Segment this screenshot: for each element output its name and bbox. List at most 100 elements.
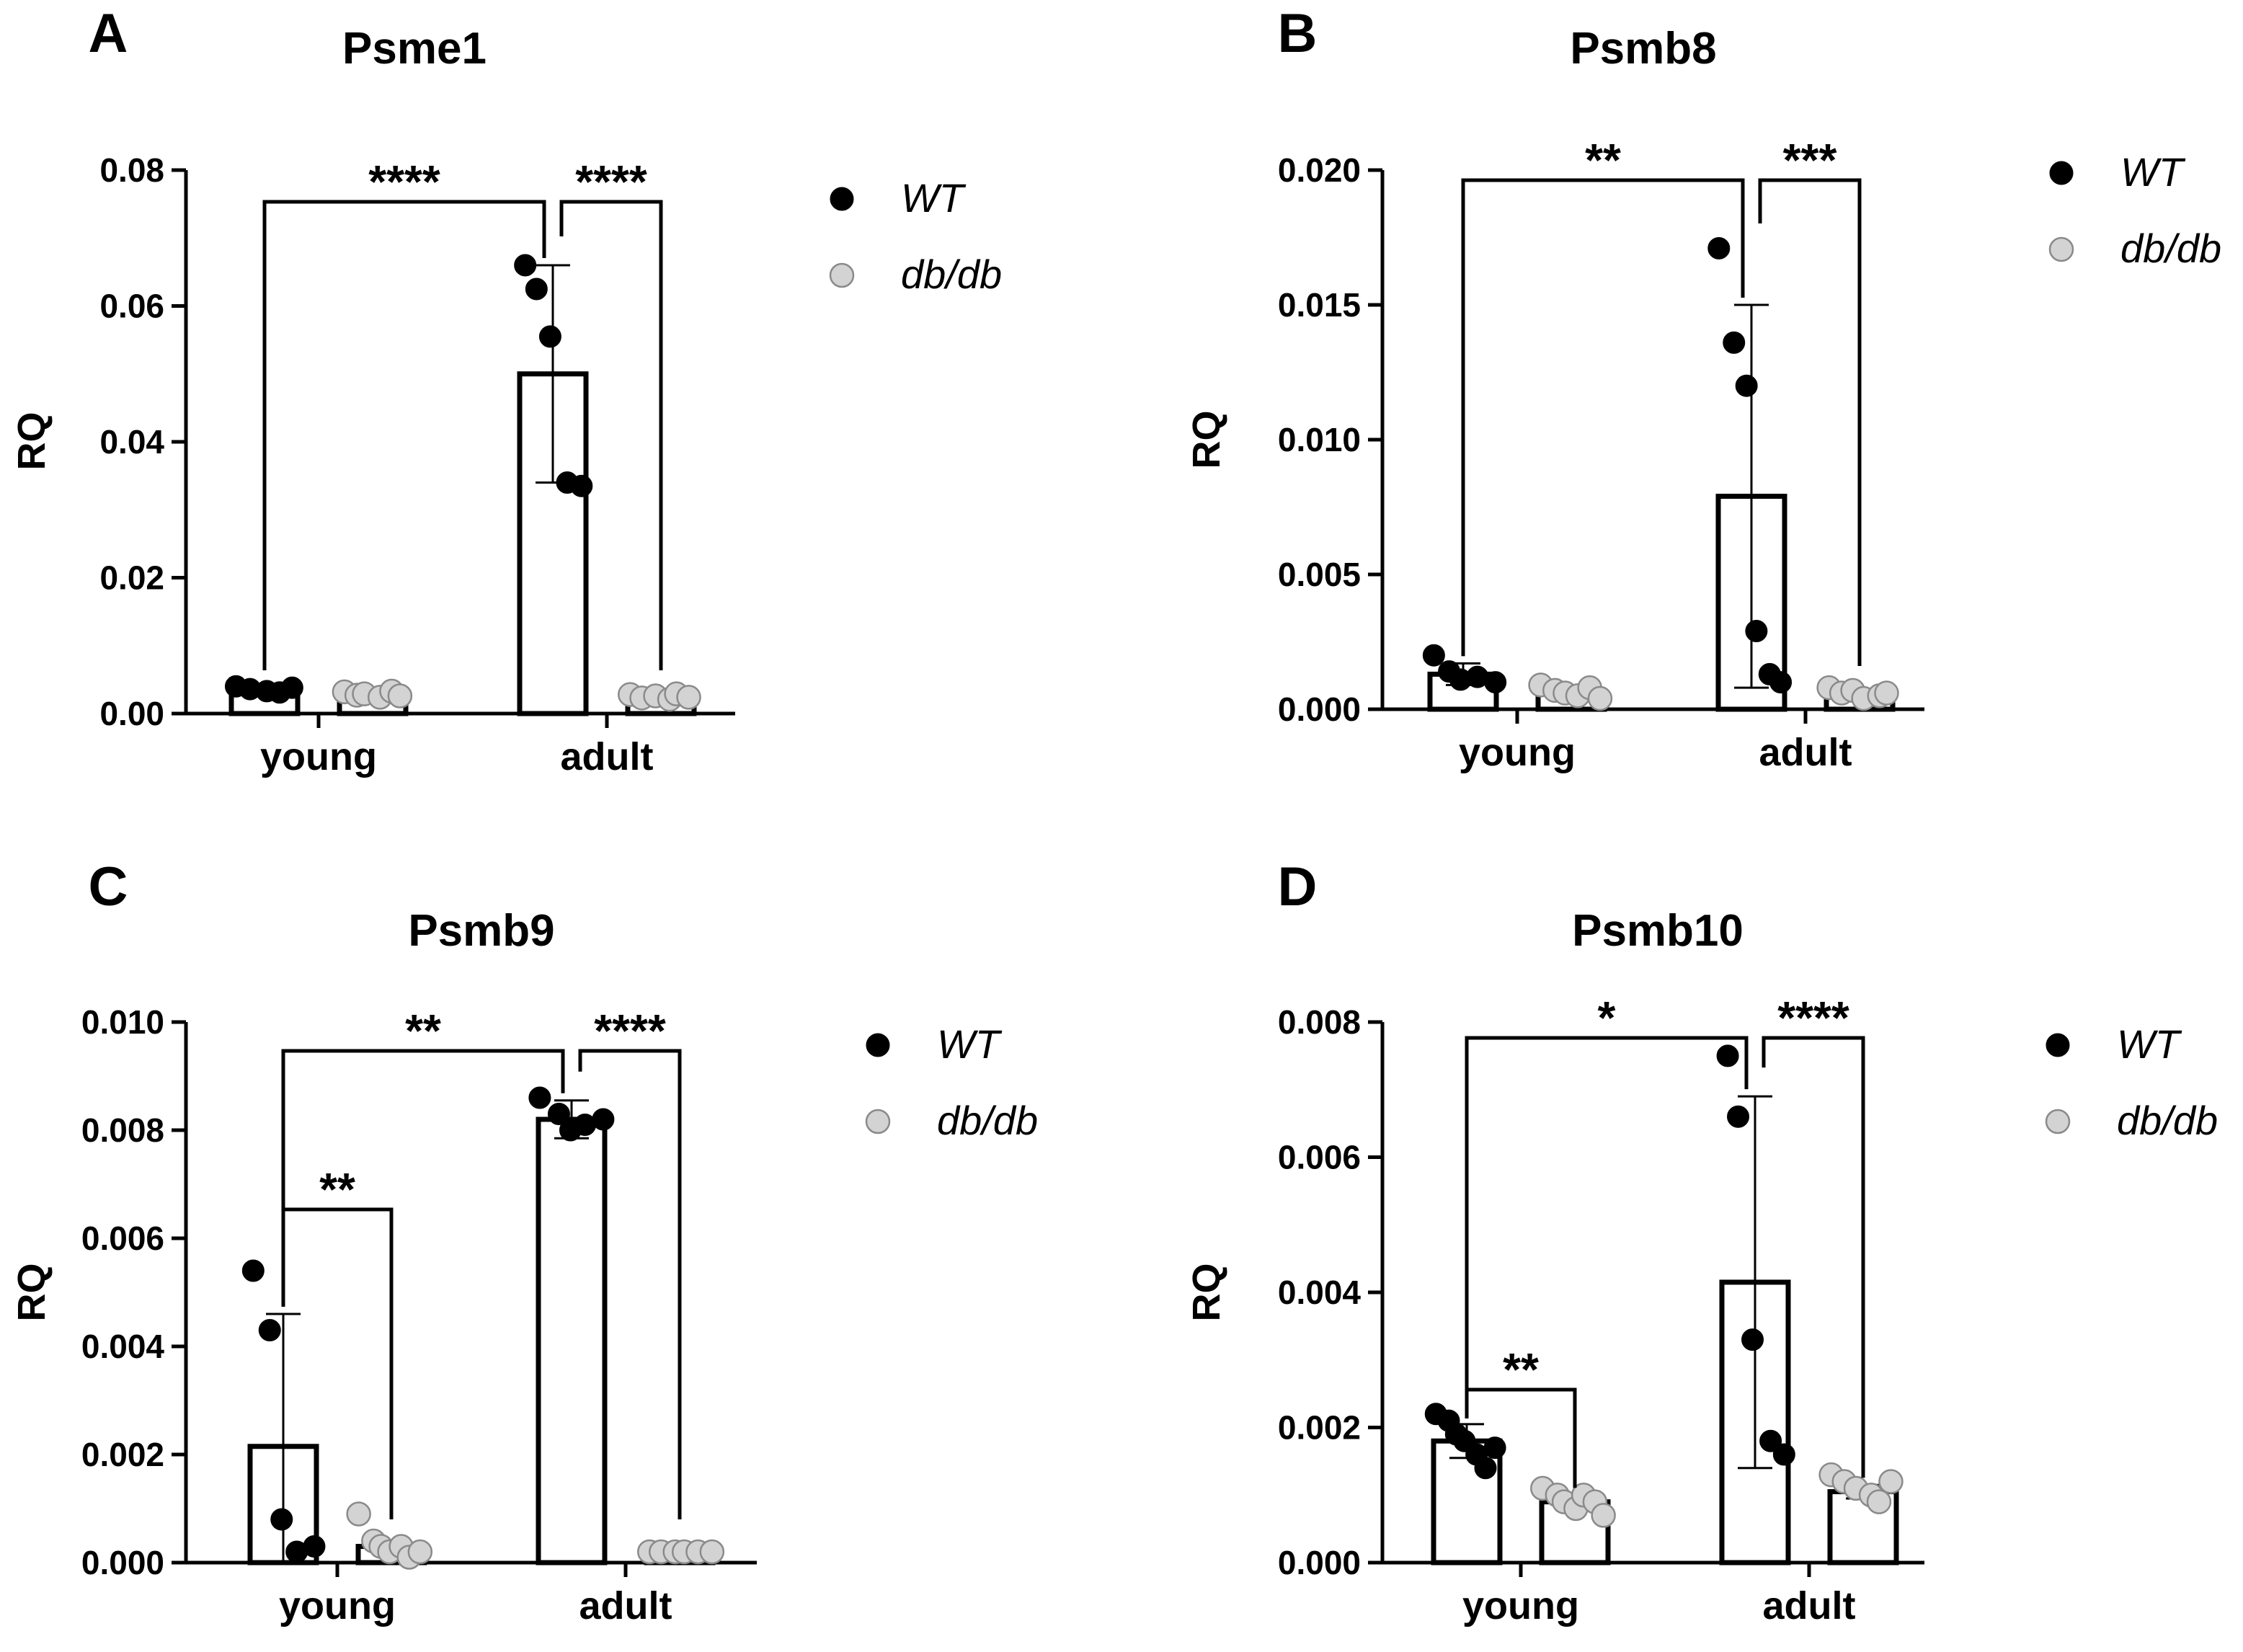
data-point [1727, 1105, 1750, 1128]
y-tick-label: 0.00 [99, 695, 164, 732]
y-tick-label: 0.02 [99, 559, 164, 597]
bar [536, 1116, 608, 1566]
significance-label: ** [1585, 134, 1621, 186]
significance-bracket [1461, 178, 1745, 657]
y-tick-label: 0.015 [1278, 286, 1361, 324]
data-point [547, 1103, 570, 1125]
chart-title: Psmb9 [408, 906, 554, 956]
panel-d: D Psmb10 0.000 0.002 0.004 0.006 0.008 RQ young a… [1185, 856, 2218, 1627]
data-point [525, 277, 548, 301]
panel-letter: B [1278, 3, 1318, 64]
data-point [1735, 374, 1758, 397]
data-point [346, 1501, 371, 1527]
data-point [538, 325, 561, 348]
chart-title: Psmb10 [1572, 906, 1744, 956]
x-tick-label: adult [561, 735, 654, 778]
data-point [1745, 620, 1768, 643]
data-point [528, 1086, 551, 1109]
data-point [1716, 1044, 1739, 1067]
data-point [1772, 1443, 1795, 1466]
legend-marker [866, 1033, 890, 1057]
x-tick-label: young [1459, 731, 1576, 774]
significance-label: * [1598, 992, 1616, 1044]
significance-bracket [1758, 178, 1862, 666]
significance-label: **** [1777, 992, 1849, 1044]
legend-entry: WT [901, 175, 967, 221]
x-tick-label: adult [579, 1584, 672, 1627]
significance-label: **** [575, 156, 647, 208]
panel-a: A Psme1 0.00 0.02 0.04 0.06 0.08 RQ young adult **… [10, 3, 1002, 778]
panel-letter: D [1278, 856, 1318, 918]
legend-marker [2049, 161, 2074, 185]
legend-entry: WT [2117, 1021, 2182, 1067]
legend-marker [829, 262, 855, 288]
y-tick-label: 0.04 [99, 423, 164, 461]
significance-label: **** [594, 1005, 666, 1057]
y-tick-label: 0.002 [81, 1436, 164, 1473]
data-point [1723, 331, 1746, 354]
panel-letter: A [89, 3, 128, 64]
significance-bracket [262, 200, 546, 670]
y-tick-label: 0.005 [1278, 556, 1361, 593]
x-tick-label: young [279, 1584, 396, 1627]
significance-label: ** [319, 1163, 355, 1215]
significance-bracket [1465, 1036, 1749, 1417]
legend-entry: WT [937, 1021, 1003, 1067]
y-tick-label: 0.004 [1278, 1274, 1362, 1311]
legend-entry: db/db [2117, 1098, 2218, 1143]
legend-entry: db/db [901, 252, 1002, 297]
data-point [1591, 1503, 1616, 1528]
legend-entry: db/db [2120, 226, 2221, 271]
legend-marker [2048, 236, 2074, 262]
y-tick-label: 0.000 [1278, 1544, 1361, 1581]
y-axis-label: RQ [1185, 1264, 1228, 1322]
y-tick-label: 0.08 [99, 151, 164, 189]
legend: WT db/db [2045, 1021, 2218, 1143]
significance-label: ** [405, 1005, 441, 1057]
panel-letter: C [89, 856, 128, 918]
data-point [1483, 1436, 1506, 1460]
data-point [570, 474, 593, 497]
data-point [1759, 1429, 1782, 1452]
data-point [514, 254, 537, 277]
y-axis-label: RQ [1185, 411, 1228, 469]
data-point [387, 683, 413, 709]
significance-bracket [559, 200, 663, 670]
data-point [241, 1259, 265, 1282]
y-tick-label: 0.000 [81, 1544, 164, 1581]
significance-label: ** [1503, 1344, 1539, 1395]
y-axis-label: RQ [10, 412, 53, 471]
data-point [258, 1319, 281, 1341]
y-tick-label: 0.000 [1278, 690, 1361, 728]
data-point [407, 1539, 433, 1565]
x-tick-label: adult [1759, 731, 1852, 774]
legend-entry: WT [2120, 149, 2186, 195]
legend-marker [2045, 1109, 2071, 1134]
legend: WT db/db [829, 175, 1002, 297]
legend-entry: db/db [937, 1098, 1038, 1143]
data-point [280, 676, 303, 699]
data-point [1422, 644, 1445, 667]
y-tick-label: 0.002 [1278, 1409, 1361, 1447]
chart-title: Psmb8 [1570, 24, 1716, 74]
significance-label: *** [1783, 134, 1837, 186]
chart-title: Psme1 [342, 24, 487, 74]
data-point [270, 1508, 293, 1531]
legend-marker [2046, 1033, 2070, 1057]
data-point [1474, 1457, 1497, 1480]
significance-label: **** [368, 156, 440, 208]
significance-bracket [578, 1049, 682, 1519]
data-point [1769, 671, 1793, 694]
panel-b: B Psmb8 0.000 0.005 0.010 0.015 0.020 RQ young ad… [1185, 3, 2221, 774]
significance-bracket [1762, 1036, 1865, 1478]
legend: WT db/db [865, 1021, 1038, 1143]
panel-c: C Psmb9 0.000 0.002 0.004 0.006 0.008 0.010 RQ yo… [10, 856, 1038, 1627]
data-point [676, 685, 701, 710]
data-point [1874, 680, 1899, 706]
data-point [592, 1108, 615, 1131]
data-point [1707, 236, 1731, 259]
data-point [1587, 685, 1613, 711]
y-tick-label: 0.004 [81, 1328, 165, 1365]
legend-marker [830, 187, 854, 211]
